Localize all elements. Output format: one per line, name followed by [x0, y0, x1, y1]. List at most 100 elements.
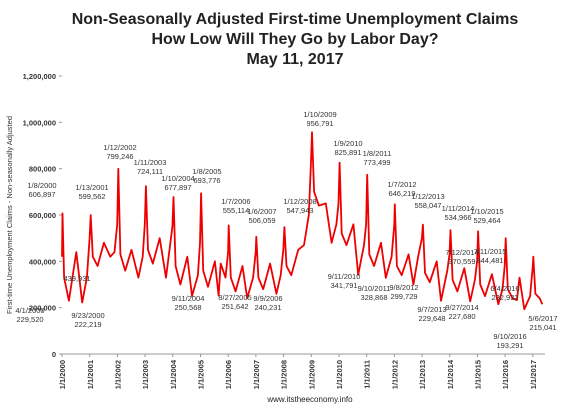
x-tick-label: 1/1/2015	[473, 360, 482, 389]
annotation-date: 1/12/2008	[283, 197, 316, 206]
x-tick-label: 1/1/2014	[446, 359, 455, 389]
annotation-date: 5/6/2017	[528, 314, 557, 323]
annotation: 1/11/2014 534,966	[442, 204, 475, 222]
annotation-date: 1/9/2010	[333, 139, 362, 148]
annotation-value: 193,291	[496, 341, 523, 350]
annotation-value: 232,932	[491, 293, 518, 302]
x-tick-label: 1/1/2001	[86, 360, 95, 389]
annotation-date: 9/23/2000	[71, 311, 104, 320]
annotation-date: 9/11/2004	[172, 294, 205, 303]
annotation-value: 222,219	[74, 320, 101, 329]
annotation: 9/7/2013 229,648	[417, 305, 446, 323]
annotation-value: 646,219	[388, 189, 415, 198]
annotation-value: 825,891	[334, 148, 361, 157]
annotation-value: 529,464	[473, 216, 500, 225]
x-tick-label: 1/1/2005	[197, 360, 206, 389]
annotation: 9/10/2016 193,291	[493, 332, 526, 350]
annotation-value: 506,059	[248, 216, 275, 225]
y-tick-label: 1,000,000	[23, 118, 56, 127]
source: www.itstheeconomy.info	[266, 395, 353, 404]
annotation: 7/11/2015 344,481	[474, 247, 507, 265]
annotation: 8/27/2005 251,642	[218, 293, 251, 311]
annotation: 1/11/2003 724,111	[134, 158, 167, 176]
annotation-date: 4/1/2000	[15, 306, 44, 315]
annotation-value: 606,897	[28, 190, 55, 199]
annotation-value: 229,648	[418, 314, 445, 323]
chart-date: May 11, 2017	[247, 51, 344, 68]
annotation-value: 215,041	[529, 323, 556, 332]
x-tick-label: 1/1/2017	[529, 360, 538, 389]
annotation: 439,931	[63, 274, 90, 283]
annotation-value: 555,114	[223, 206, 250, 215]
annotation-date: 1/8/2005	[192, 167, 221, 176]
annotation-date: 1/10/2015	[470, 207, 503, 216]
y-tick-label: 400,000	[29, 257, 56, 266]
annotation: 1/7/2012 646,219	[387, 180, 416, 198]
annotation-date: 1/11/2003	[134, 158, 167, 167]
annotation: 1/12/2002 799,246	[103, 143, 136, 161]
annotation-value: 251,642	[221, 302, 248, 311]
annotation-date: 9/10/2011	[358, 284, 391, 293]
chart-title: Non-Seasonally Adjusted First-time Unemp…	[72, 11, 519, 28]
annotation: 1/12/2008 547,943	[283, 197, 316, 215]
annotation-value: 240,231	[254, 303, 281, 312]
y-tick-label: 600,000	[29, 211, 56, 220]
y-tick-label: 0	[52, 350, 56, 359]
annotation-date: 1/6/2007	[247, 207, 276, 216]
annotation-value: 250,568	[174, 303, 201, 312]
annotation-value: 299,729	[390, 292, 417, 301]
annotation-value: 693,776	[193, 176, 220, 185]
annotation-date: 9/7/2013	[417, 305, 446, 314]
annotation: 1/10/2004 677,897	[161, 174, 194, 192]
annotation-value: 341,791	[330, 281, 357, 290]
annotation: 1/9/2010 825,891	[333, 139, 362, 157]
annotation-date: 7/12/2014	[445, 248, 478, 257]
annotation-date: 1/10/2009	[303, 110, 336, 119]
annotation-value: 227,680	[448, 312, 475, 321]
annotation-value: 534,966	[444, 213, 471, 222]
annotation-date: 7/11/2015	[474, 247, 507, 256]
x-tick-label: 1/1/2010	[335, 360, 344, 389]
annotation: 1/8/2005 693,776	[192, 167, 221, 185]
annotation: 6/4/2016 232,932	[490, 284, 519, 302]
y-tick-label: 1,200,000	[23, 72, 56, 81]
annotation: 9/9/2006 240,231	[253, 294, 282, 312]
annotation-value: 370,559	[448, 257, 475, 266]
annotation: 9/27/2014 227,680	[445, 303, 478, 321]
annotation-date: 6/4/2016	[490, 284, 519, 293]
annotation-date: 9/27/2014	[445, 303, 478, 312]
x-tick-label: 1/1/2016	[501, 360, 510, 389]
annotation-value: 344,481	[476, 256, 503, 265]
x-tick-label: 1/1/2007	[252, 360, 261, 389]
annotation-date: 1/8/2000	[27, 181, 56, 190]
annotation-date: 1/10/2004	[161, 174, 194, 183]
annotation: 9/8/2012 299,729	[389, 283, 418, 301]
annotation-value: 677,897	[164, 183, 191, 192]
annotation: 1/6/2007 506,059	[247, 207, 276, 225]
annotation-value: 328,868	[360, 293, 387, 302]
annotation-value: 229,520	[16, 315, 43, 324]
annotation-date: 9/11/2010	[328, 272, 361, 281]
annotation: 1/13/2001 599,562	[75, 183, 108, 201]
annotation: 9/23/2000 222,219	[71, 311, 104, 329]
annotation-date: 8/27/2005	[218, 293, 251, 302]
annotation: 4/1/2000 229,520	[15, 306, 44, 324]
annotation-date: 9/10/2016	[493, 332, 526, 341]
annotation-value: 558,047	[414, 201, 441, 210]
annotation-value: 724,111	[137, 167, 163, 176]
annotation-date: 1/8/2011	[363, 149, 392, 158]
y-tick-label: 200,000	[29, 304, 56, 313]
annotation: 7/12/2014 370,559	[445, 248, 478, 266]
x-tick-label: 1/1/2009	[307, 360, 316, 389]
annotation: 1/12/2013 558,047	[411, 192, 444, 210]
annotation: 9/11/2010 341,791	[328, 272, 361, 290]
annotation: 1/10/2015 529,464	[470, 207, 503, 225]
annotation: 1/7/2006 555,114	[221, 197, 250, 215]
x-tick-label: 1/1/2008	[280, 360, 289, 389]
chart-subtitle: How Low Will They Go by Labor Day?	[152, 31, 439, 48]
annotation: 1/10/2009 956,791	[303, 110, 336, 128]
annotation-date: 1/7/2012	[387, 180, 416, 189]
line-series	[61, 131, 544, 311]
annotation-date: 1/11/2014	[442, 204, 475, 213]
